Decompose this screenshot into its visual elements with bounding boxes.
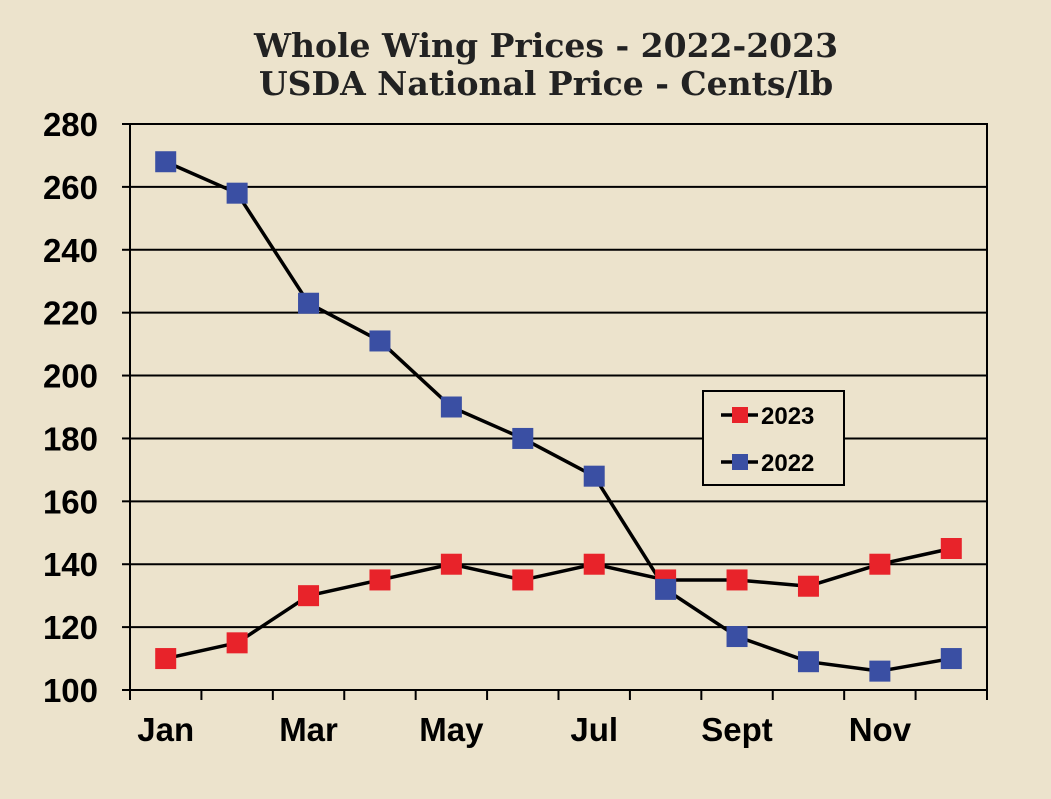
legend-marker-2023 bbox=[732, 407, 748, 423]
series-line-2022 bbox=[165, 160, 952, 673]
data-point-2023 bbox=[726, 569, 748, 591]
series bbox=[155, 151, 962, 682]
data-point-2022 bbox=[797, 651, 819, 673]
y-tick-label: 140 bbox=[43, 546, 98, 583]
y-tick-label: 240 bbox=[43, 232, 98, 269]
data-point-2023 bbox=[797, 575, 819, 597]
y-tick-label: 200 bbox=[43, 358, 98, 395]
legend-box bbox=[702, 390, 845, 486]
data-point-2023 bbox=[940, 538, 962, 559]
data-point-2023 bbox=[298, 585, 320, 607]
x-tick-label: Sept bbox=[701, 711, 773, 748]
data-point-2023 bbox=[226, 632, 248, 654]
data-point-2023 bbox=[440, 553, 462, 575]
plot-frame bbox=[129, 123, 988, 691]
data-point-2022 bbox=[583, 465, 605, 487]
y-tick-label: 160 bbox=[43, 483, 98, 520]
data-point-2022 bbox=[512, 427, 534, 449]
data-point-2022 bbox=[726, 626, 748, 648]
axes: 100 120 140 160 180 200 220 240 260 280 Jan Mar May J… bbox=[43, 106, 988, 748]
data-point-2022 bbox=[369, 330, 391, 352]
data-point-2022 bbox=[655, 578, 677, 600]
x-tick-label: Jan bbox=[137, 711, 194, 748]
y-tick-label: 220 bbox=[43, 295, 98, 332]
legend-label-2022: 2022 bbox=[761, 450, 814, 477]
data-point-2023 bbox=[155, 648, 177, 670]
x-tick-label: May bbox=[419, 711, 484, 748]
data-point-2022 bbox=[940, 648, 962, 670]
data-point-2023 bbox=[512, 569, 534, 591]
data-point-2023 bbox=[583, 553, 605, 575]
legend-marker-2022 bbox=[732, 454, 748, 470]
chart-subtitle: USDA National Price - Cents/lb bbox=[259, 64, 833, 103]
data-point-2022 bbox=[440, 396, 462, 418]
y-tick-label: 180 bbox=[43, 420, 98, 457]
legend: 2023 2022 bbox=[702, 390, 845, 486]
y-tick-label: 260 bbox=[43, 169, 98, 206]
data-point-2022 bbox=[298, 292, 320, 314]
y-tick-label: 100 bbox=[43, 672, 98, 709]
series-line-2023 bbox=[165, 546, 952, 661]
data-point-2022 bbox=[869, 660, 891, 682]
chart-title: Whole Wing Prices - 2022-2023 bbox=[253, 26, 838, 65]
x-tick-label: Jul bbox=[570, 711, 618, 748]
grid bbox=[130, 123, 987, 691]
y-tick-label: 120 bbox=[43, 609, 98, 646]
data-point-2023 bbox=[869, 553, 891, 575]
data-point-2022 bbox=[155, 151, 177, 173]
data-point-2023 bbox=[369, 569, 391, 591]
data-point-2022 bbox=[226, 182, 248, 204]
x-tick-label: Mar bbox=[279, 711, 338, 748]
legend-label-2023: 2023 bbox=[761, 403, 814, 430]
y-tick-label: 280 bbox=[43, 106, 98, 143]
x-tick-label: Nov bbox=[849, 711, 912, 748]
